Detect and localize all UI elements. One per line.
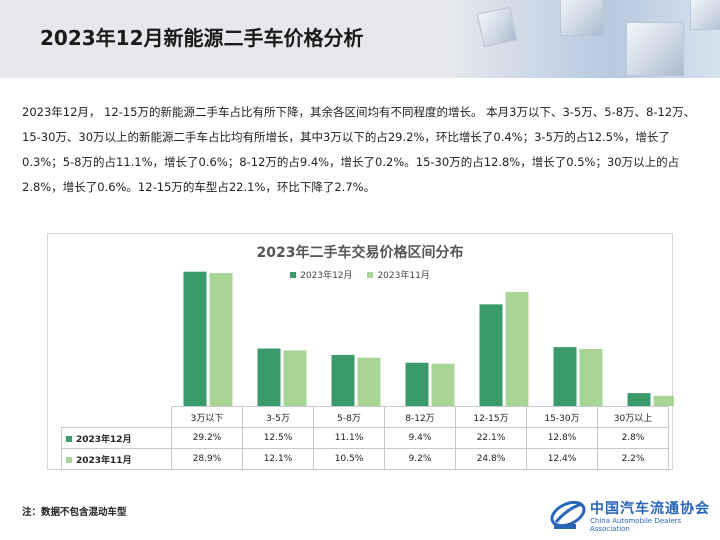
table-row-label-dec: 2023年12月 (61, 427, 172, 449)
table-cell: 10.5% (313, 448, 385, 470)
legend-swatch-nov (367, 271, 374, 278)
table-cell: 12.1% (242, 448, 314, 470)
bar-nov-2 (357, 357, 381, 406)
bar-plot-area (183, 271, 674, 406)
bar-nov-3 (431, 363, 455, 406)
logo-english: China Automobile Dealers Association (590, 517, 682, 533)
table-cell: 12.5% (242, 427, 314, 449)
association-logo: 中国汽车流通协会 China Automobile Dealers Associ… (548, 494, 718, 534)
table-header-row: 3万以下 3-5万 5-8万 8-12万 12-15万 15-30万 30万以上 (61, 406, 669, 428)
bar-nov-5 (579, 348, 603, 406)
bar-dec-5 (553, 347, 577, 406)
bar-dec-6 (627, 393, 651, 406)
decorative-cube (690, 0, 720, 30)
table-row-nov: 2023年11月 28.9% 12.1% 10.5% 9.2% 24.8% 12… (61, 448, 669, 470)
chart-title: 2023年二手车交易价格区间分布 (256, 245, 464, 261)
association-emblem-icon (550, 500, 586, 529)
table-row-label-nov: 2023年11月 (61, 448, 172, 470)
row-label-text: 2023年11月 (76, 455, 132, 466)
table-cell: 29.2% (171, 427, 243, 449)
table-corner (61, 406, 172, 428)
table-cell: 12.4% (526, 448, 598, 470)
logo-name: 中国汽车流通协会 (590, 501, 710, 517)
decorative-cube (476, 6, 518, 48)
price-range-chart: 2023年二手车交易价格区间分布 2023年12月 2023年11月 3万以下 … (47, 233, 674, 470)
legend-swatch-dec (290, 271, 297, 278)
bar-dec-2 (331, 354, 355, 406)
table-header-cell: 3万以下 (171, 406, 243, 428)
header-decoration (450, 0, 720, 78)
table-header-cell: 15-30万 (526, 406, 598, 428)
table-cell: 24.8% (455, 448, 527, 470)
table-cell: 11.1% (313, 427, 385, 449)
bar-dec-3 (405, 362, 429, 406)
decorative-cube (626, 22, 684, 76)
series-swatch-dec (66, 436, 72, 442)
intro-paragraph: 2023年12月， 12-15万的新能源二手车占比有所下降，其余各区间均有不同程… (22, 105, 696, 194)
table-cell: 9.4% (384, 427, 456, 449)
table-header-cell: 5-8万 (313, 406, 385, 428)
footnote: 注：数据不包含混动车型 (22, 507, 127, 518)
table-cell: 2.2% (597, 448, 669, 470)
bar-nov-6 (653, 395, 674, 406)
table-cell: 12.8% (526, 427, 598, 449)
legend-label-dec: 2023年12月 (300, 271, 353, 281)
chart-legend: 2023年12月 2023年11月 (48, 268, 672, 281)
page-title: 2023年12月新能源二手车价格分析 (40, 26, 364, 50)
table-header-cell: 12-15万 (455, 406, 527, 428)
table-cell: 28.9% (171, 448, 243, 470)
legend-item-nov: 2023年11月 (367, 268, 430, 281)
table-header-cell: 30万以上 (597, 406, 669, 428)
table-header-cell: 8-12万 (384, 406, 456, 428)
header-banner: 2023年12月新能源二手车价格分析 (0, 0, 720, 78)
table-cell: 2.8% (597, 427, 669, 449)
table-row-dec: 2023年12月 29.2% 12.5% 11.1% 9.4% 22.1% 12… (61, 427, 669, 449)
bar-nov-4 (505, 291, 529, 406)
table-header-cell: 3-5万 (242, 406, 314, 428)
data-table: 3万以下 3-5万 5-8万 8-12万 12-15万 15-30万 30万以上… (61, 406, 669, 470)
bar-dec-4 (479, 304, 503, 406)
row-label-text: 2023年12月 (76, 434, 132, 445)
table-cell: 9.2% (384, 448, 456, 470)
bar-nov-0 (209, 273, 233, 406)
legend-item-dec: 2023年12月 (290, 268, 353, 281)
decorative-cube (560, 0, 604, 36)
legend-label-nov: 2023年11月 (377, 271, 430, 281)
bar-dec-0 (183, 271, 207, 406)
bar-nov-1 (283, 350, 307, 406)
bar-dec-1 (257, 348, 281, 406)
series-swatch-nov (66, 457, 72, 463)
table-cell: 22.1% (455, 427, 527, 449)
